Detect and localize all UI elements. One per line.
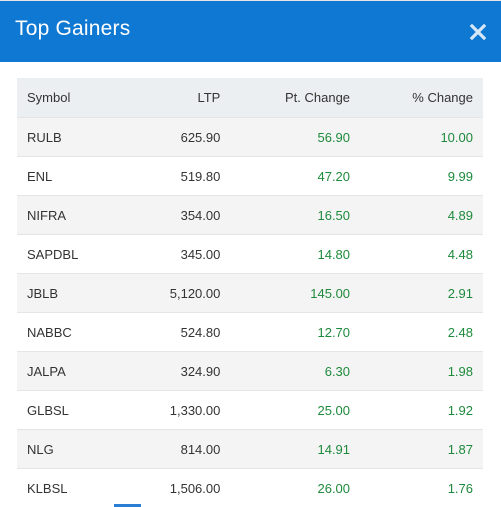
ltp-cell: 1,330.00 — [144, 390, 221, 430]
pct-change-cell: 1.87 — [350, 429, 483, 469]
pct-change-cell: 10.00 — [350, 117, 483, 157]
pt-change-cell: 16.50 — [220, 195, 351, 235]
table-row[interactable]: NABBC 524.80 12.70 2.48 — [17, 312, 483, 352]
close-button[interactable] — [467, 21, 489, 43]
symbol-cell: NLG — [17, 429, 145, 469]
pct-change-cell: 9.99 — [350, 156, 483, 196]
modal-title: Top Gainers — [15, 17, 131, 40]
ltp-cell: 1,506.00 — [144, 468, 221, 507]
ltp-cell: 519.80 — [144, 156, 221, 196]
table-row[interactable]: ENL 519.80 47.20 9.99 — [17, 156, 483, 196]
table-row[interactable]: GLBSL 1,330.00 25.00 1.92 — [17, 390, 483, 430]
table-row[interactable]: SAPDBL 345.00 14.80 4.48 — [17, 234, 483, 274]
column-header-pct-change[interactable]: % Change — [350, 78, 483, 118]
modal-header: Top Gainers — [0, 0, 501, 62]
pct-change-cell: 2.48 — [350, 312, 483, 352]
ltp-cell: 814.00 — [144, 429, 221, 469]
pct-change-cell: 1.76 — [350, 468, 483, 507]
pt-change-cell: 14.80 — [220, 234, 351, 274]
close-icon — [469, 23, 487, 41]
column-header-symbol[interactable]: Symbol — [17, 78, 145, 118]
column-header-ltp[interactable]: LTP — [144, 78, 221, 118]
pt-change-cell: 47.20 — [220, 156, 351, 196]
gainers-table: Symbol LTP Pt. Change % Change RULB 625.9… — [17, 78, 483, 507]
ltp-cell: 625.90 — [144, 117, 221, 157]
symbol-cell: NABBC — [17, 312, 145, 352]
pct-change-cell: 4.48 — [350, 234, 483, 274]
pct-change-cell: 1.98 — [350, 351, 483, 391]
pt-change-cell: 25.00 — [220, 390, 351, 430]
scroll-indicator — [114, 504, 141, 507]
pt-change-cell: 145.00 — [220, 273, 351, 313]
gainers-table-container: Symbol LTP Pt. Change % Change RULB 625.9… — [17, 78, 483, 507]
pct-change-cell: 2.91 — [350, 273, 483, 313]
table-header: Symbol LTP Pt. Change % Change — [17, 78, 483, 118]
ltp-cell: 354.00 — [144, 195, 221, 235]
symbol-cell: RULB — [17, 117, 145, 157]
symbol-cell: GLBSL — [17, 390, 145, 430]
pct-change-cell: 4.89 — [350, 195, 483, 235]
symbol-cell: SAPDBL — [17, 234, 145, 274]
symbol-cell: KLBSL — [17, 468, 145, 507]
symbol-cell: ENL — [17, 156, 145, 196]
table-body: RULB 625.90 56.90 10.00 ENL 519.80 47.20 9.99 NI… — [17, 117, 483, 507]
table-row[interactable]: NLG 814.00 14.91 1.87 — [17, 429, 483, 469]
pt-change-cell: 56.90 — [220, 117, 351, 157]
symbol-cell: JBLB — [17, 273, 145, 313]
symbol-cell: JALPA — [17, 351, 145, 391]
table-row[interactable]: KLBSL 1,506.00 26.00 1.76 — [17, 468, 483, 507]
symbol-cell: NIFRA — [17, 195, 145, 235]
table-row[interactable]: JALPA 324.90 6.30 1.98 — [17, 351, 483, 391]
pt-change-cell: 12.70 — [220, 312, 351, 352]
pt-change-cell: 26.00 — [220, 468, 351, 507]
ltp-cell: 5,120.00 — [144, 273, 221, 313]
table-header-row: Symbol LTP Pt. Change % Change — [17, 78, 483, 118]
table-row[interactable]: NIFRA 354.00 16.50 4.89 — [17, 195, 483, 235]
pt-change-cell: 6.30 — [220, 351, 351, 391]
pt-change-cell: 14.91 — [220, 429, 351, 469]
pct-change-cell: 1.92 — [350, 390, 483, 430]
table-row[interactable]: RULB 625.90 56.90 10.00 — [17, 117, 483, 157]
ltp-cell: 524.80 — [144, 312, 221, 352]
ltp-cell: 345.00 — [144, 234, 221, 274]
column-header-pt-change[interactable]: Pt. Change — [220, 78, 351, 118]
ltp-cell: 324.90 — [144, 351, 221, 391]
table-row[interactable]: JBLB 5,120.00 145.00 2.91 — [17, 273, 483, 313]
